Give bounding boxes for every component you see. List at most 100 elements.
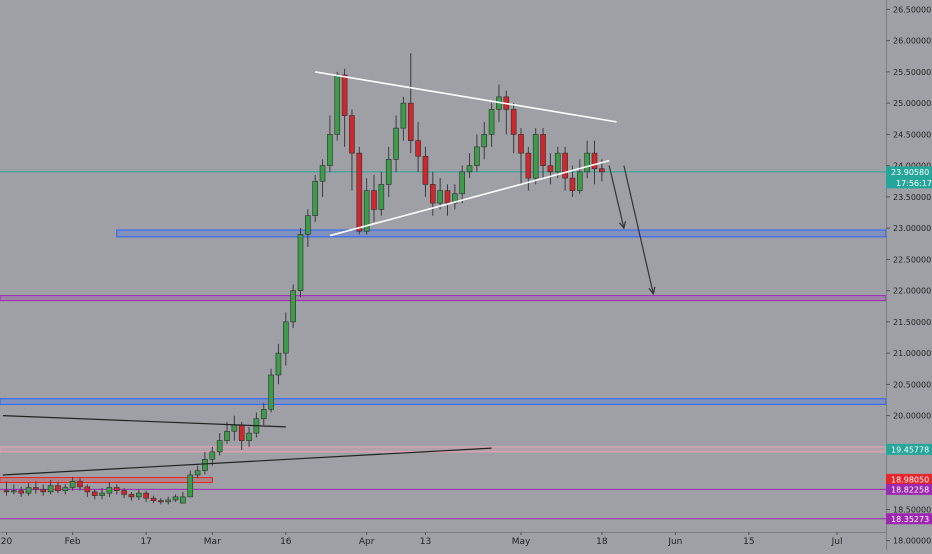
candle-body (275, 352, 282, 376)
trendlines (2, 71, 617, 476)
candle-body (591, 152, 598, 170)
zone-1 (0, 295, 887, 302)
candle-body (165, 499, 171, 503)
candle-body (77, 480, 83, 488)
candle-body (312, 180, 319, 216)
candle-body (47, 485, 54, 493)
candle-body (246, 432, 252, 441)
time-tick-label: 18 (596, 537, 608, 547)
candle-body (25, 487, 32, 494)
candle-body (305, 215, 311, 235)
candle-body (429, 184, 436, 204)
candle-body (319, 165, 326, 182)
current-price-tag-countdown: 17:56:17 (896, 179, 932, 188)
candle-body (385, 159, 392, 185)
price-tick-label: 23.50000 (893, 193, 931, 202)
price-tick-label: 25.00000 (893, 99, 931, 108)
candle-body (91, 491, 98, 496)
price-tags: 23.90580 17:56:17 19.45778 18.9805018.82258… (886, 166, 932, 525)
zone-4 (0, 477, 213, 483)
price-tick-label: 23.00000 (893, 224, 931, 233)
price-tick-label: 26.50000 (893, 5, 931, 14)
time-tick-label: Jul (831, 537, 843, 547)
candle-body (422, 155, 429, 185)
candle-body (488, 109, 495, 135)
candle-body (143, 492, 149, 499)
candle-body (84, 486, 91, 493)
price-tag-0-label: 19.45778 (891, 445, 929, 454)
candle-body (510, 109, 517, 135)
candle-body (69, 480, 76, 488)
candle-body (238, 424, 245, 441)
time-tick-label: Jun (667, 537, 682, 547)
candle-body (540, 134, 546, 166)
candle-body (371, 190, 377, 210)
trendline-0 (315, 71, 617, 123)
candle-body (400, 102, 407, 129)
arrow-head-0 (619, 221, 627, 230)
price-tick-label: 21.00000 (893, 349, 931, 358)
price-tick-label: 18.00000 (893, 537, 931, 546)
candle-body (349, 115, 355, 154)
candle-body (194, 470, 201, 476)
time-tick-label: 17 (140, 537, 151, 547)
time-tick-label: 16 (280, 537, 292, 547)
candle-body (297, 234, 304, 291)
candle-body (128, 494, 135, 498)
candle-body (202, 459, 208, 471)
candle-body (172, 496, 179, 501)
price-tag-3-label: 18.35273 (891, 515, 929, 524)
trendline-2 (2, 415, 286, 428)
candle-body (437, 190, 443, 204)
trendline-1 (329, 159, 610, 237)
time-axis-bg (0, 532, 886, 550)
price-axis[interactable]: 26.50000 26.00000 25.50000 25.00000 24.50000… (886, 0, 932, 550)
candle-body (474, 146, 480, 166)
zone-0 (116, 229, 887, 238)
candle-body (231, 424, 238, 432)
candle-body (33, 487, 39, 490)
candle-body (55, 485, 61, 491)
candle-body (554, 152, 561, 173)
candle-body (415, 140, 421, 157)
candle-body (341, 74, 348, 116)
candle-body (466, 165, 473, 173)
candle-body (40, 489, 47, 493)
arrow-head-1 (648, 286, 656, 296)
candle-body (136, 492, 142, 498)
time-axis[interactable]: 20 Feb 17 Mar 16 Apr 13 May 18 Jun 15 Jul (0, 532, 886, 550)
zone-2 (0, 398, 887, 405)
candles (3, 53, 605, 505)
current-price-tag-bg (886, 166, 932, 189)
price-axis-bg (886, 0, 932, 550)
projection-arrows (608, 165, 656, 296)
candle-body (363, 190, 370, 232)
price-tag-1-bg (886, 473, 932, 485)
arrow-1 (623, 165, 654, 294)
candle-body (547, 165, 554, 173)
price-tick-label: 18.50000 (893, 505, 931, 514)
candle-body (216, 440, 223, 453)
arrow-0 (608, 165, 625, 229)
candle-body (18, 490, 25, 494)
candle-body (113, 487, 120, 491)
candle-body (576, 171, 583, 191)
price-tag-3-bg (886, 513, 932, 525)
candle-body (481, 134, 488, 148)
horizontal-lines (0, 171, 886, 520)
candle-body (562, 152, 568, 179)
candle-body (334, 74, 341, 135)
price-tag-2-bg (886, 483, 932, 495)
candle-body (268, 374, 274, 410)
time-tick-label: Mar (204, 537, 221, 547)
price-tick-label: 22.00000 (893, 287, 931, 296)
price-tag-0-bg (886, 443, 932, 455)
price-tick-label: 21.50000 (893, 318, 931, 327)
candle-body (158, 500, 164, 503)
candle-body (356, 152, 363, 232)
candle-body (525, 152, 532, 179)
candle-body (532, 134, 539, 179)
time-tick-label: May (512, 537, 531, 547)
